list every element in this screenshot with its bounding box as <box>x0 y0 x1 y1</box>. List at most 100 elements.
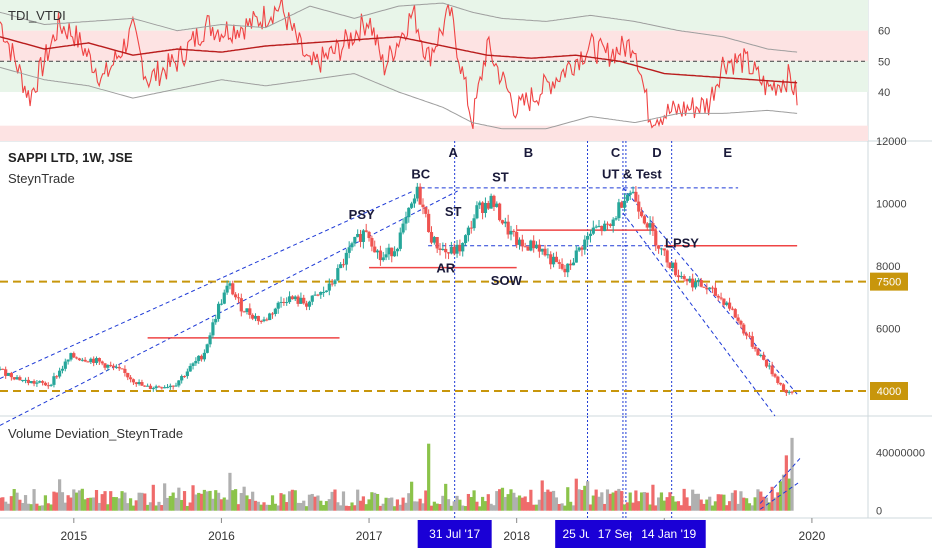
volume-bar <box>659 492 664 511</box>
candle-body <box>100 361 104 364</box>
candle-body <box>114 366 118 368</box>
volume-bar <box>49 504 53 511</box>
volume-bar <box>231 490 235 511</box>
volume-bar <box>523 496 527 511</box>
volume-bar <box>304 506 309 511</box>
candle-body <box>38 381 42 383</box>
price-level-box-0 <box>870 272 908 291</box>
candle-body <box>21 379 25 381</box>
candle-body <box>710 287 715 289</box>
volume-bar <box>390 497 394 511</box>
candle-body <box>370 238 374 247</box>
candle-body <box>322 291 326 293</box>
volume-bar <box>620 491 624 511</box>
candle-body <box>540 248 544 252</box>
volume-bar <box>316 495 320 511</box>
phase-label: C <box>611 145 621 160</box>
candle-body <box>40 381 45 383</box>
candle-body <box>77 358 82 361</box>
volume-bar <box>43 495 48 511</box>
candle-body <box>620 202 624 208</box>
candle-body <box>353 236 357 244</box>
volume-bar <box>35 503 39 511</box>
volume-bar <box>58 479 62 511</box>
candle-body <box>401 223 405 233</box>
candle-body <box>72 353 76 358</box>
candle-body <box>676 275 681 278</box>
candle-body <box>205 344 209 353</box>
volume-bar <box>586 481 590 511</box>
indicator-series-signal <box>0 36 798 84</box>
volume-bar <box>29 504 33 511</box>
volume-bar <box>591 495 595 511</box>
volume-bar <box>392 506 397 511</box>
candle-body <box>458 244 462 252</box>
volume-bar <box>557 503 561 511</box>
candle-body <box>151 388 155 390</box>
volume-bar <box>404 502 408 511</box>
candle-body <box>438 248 442 250</box>
volume-bar <box>520 497 524 511</box>
candle-body <box>253 315 258 319</box>
volume-bar <box>165 497 170 511</box>
candle-body <box>614 218 618 220</box>
candle-body <box>685 278 689 282</box>
volume-bar <box>282 494 286 511</box>
candle-body <box>736 317 740 321</box>
volume-bar <box>600 492 604 511</box>
volume-bar <box>682 488 686 511</box>
candle-body <box>537 244 541 252</box>
candle-body <box>356 233 360 237</box>
candle-body <box>29 381 33 384</box>
volume-bar <box>111 497 116 511</box>
wyckoff-annotation: ST <box>492 170 509 185</box>
candle-body <box>214 318 218 323</box>
candle-body <box>642 216 647 224</box>
volume-bar <box>373 492 377 511</box>
candle-body <box>231 283 235 295</box>
volume-bar <box>492 505 496 511</box>
volume-bar <box>529 489 533 511</box>
volume-bar <box>665 497 669 511</box>
candle-body <box>727 302 732 309</box>
volume-bar <box>259 504 263 511</box>
candle-body <box>364 230 368 232</box>
candle-body <box>9 372 13 378</box>
candle-body <box>512 230 516 233</box>
candle-body <box>784 390 788 393</box>
candle-body <box>415 186 419 199</box>
volume-bar <box>412 501 417 511</box>
volume-bar <box>290 489 294 511</box>
volume-bar <box>177 487 181 511</box>
candle-body <box>165 387 170 389</box>
candle-body <box>645 223 649 228</box>
candle-body <box>228 283 232 286</box>
volume-bar <box>148 502 153 511</box>
volume-bar <box>512 492 516 511</box>
volume-bar <box>319 500 323 511</box>
volume-bar <box>160 505 164 511</box>
volume-bar <box>676 501 681 511</box>
candle-body <box>699 279 703 287</box>
volume-bar <box>52 491 56 511</box>
candle-body <box>515 232 519 245</box>
candle-body <box>0 368 2 370</box>
volume-bar <box>154 505 158 511</box>
candle-body <box>586 235 590 240</box>
candle-body <box>481 202 485 213</box>
volume-bar <box>211 498 215 511</box>
volume-bar <box>787 478 791 511</box>
volume-bar <box>543 491 547 511</box>
volume-bar <box>197 492 201 511</box>
candle-body <box>75 357 79 359</box>
volume-bar <box>199 493 204 511</box>
candle-body <box>216 303 221 319</box>
candle-body <box>574 250 578 263</box>
candle-body <box>395 248 400 252</box>
candle-body <box>134 382 138 385</box>
volume-bar <box>191 485 195 511</box>
indicator-tick-label: 40 <box>878 87 890 99</box>
candle-body <box>55 376 59 378</box>
volume-trend-line-lower <box>759 481 801 510</box>
